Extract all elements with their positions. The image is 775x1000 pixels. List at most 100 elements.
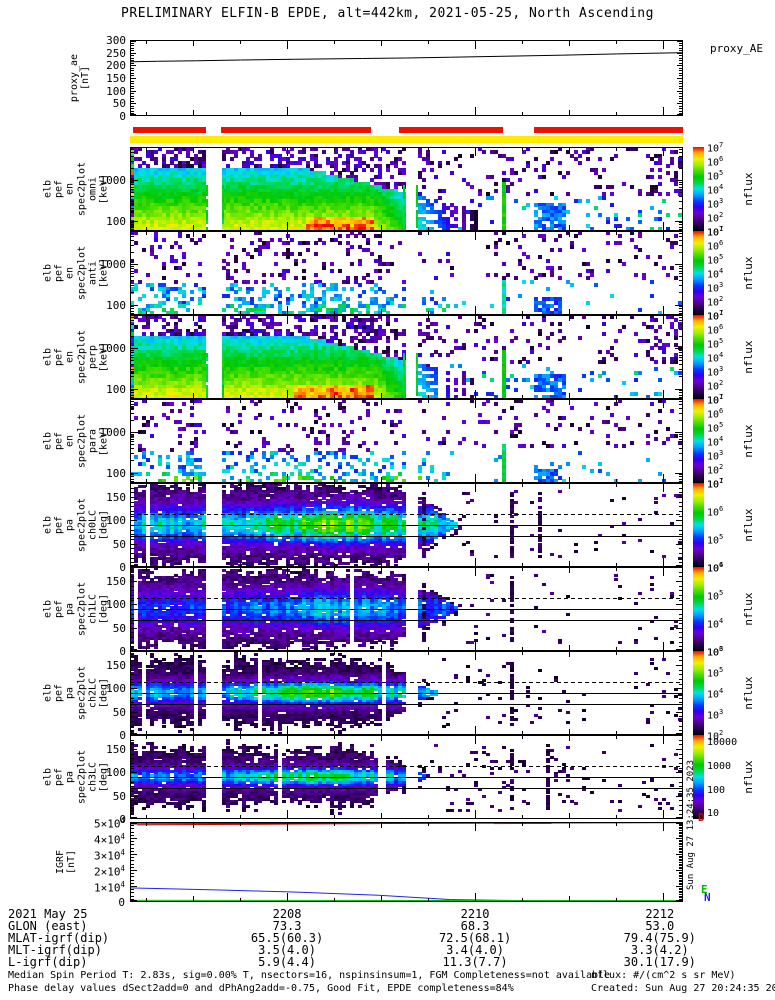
- ephemeris-value: 65.5(60.3): [250, 931, 324, 945]
- en_omni-ytick-label: 100: [106, 215, 126, 228]
- en_para-ytick-label: 100: [106, 467, 126, 480]
- science-zone-red-bar: [133, 127, 206, 133]
- ephemeris-value: 53.0: [645, 919, 675, 933]
- pa_ch3LC-ytick-label: 50: [112, 790, 126, 803]
- en_anti-ylabel: elb pef en spec2plot anti [keV]: [42, 245, 110, 301]
- colorbar-nflux-label-en_para: nflux: [741, 424, 755, 458]
- colorbar-tick-label: 101: [707, 225, 724, 239]
- pa_ch1LC-ytick-label: 100: [106, 598, 126, 611]
- colorbar-en_anti: [693, 231, 704, 315]
- colorbar-en_perp: [693, 315, 704, 399]
- colorbar-tick-label: 106: [707, 323, 724, 337]
- proxy-ae-ylabel: proxy_ae [nT]: [68, 53, 91, 103]
- igrf-ytick-label: 5×104: [93, 816, 125, 831]
- ephemeris-value: 72.5(68.1): [438, 931, 512, 945]
- colorbar-nflux-label-pa_ch0LC: nflux: [741, 508, 755, 542]
- ephemeris-row-label: GLON (east): [8, 919, 88, 933]
- colorbar-nflux-label-en_anti: nflux: [741, 256, 755, 290]
- colorbar-tick-label: 104: [707, 435, 724, 449]
- pa_ch2LC-ytick-label: 0: [119, 729, 126, 742]
- colorbar-tick-label: 106: [707, 407, 724, 421]
- footer-phase-delay-line: Phase delay values dSect2add=0 and dPhAn…: [8, 983, 514, 994]
- colorbar-tick-label: 106: [707, 645, 724, 659]
- en_perp-spectrogram-canvas: [130, 315, 683, 399]
- en_anti-ytick-label: 1000: [99, 258, 127, 271]
- proxy-ae-ytick-label: 200: [106, 59, 126, 72]
- ephemeris-value: 3.4(4.0): [446, 943, 504, 957]
- footer-created-timestamp: Created: Sun Aug 27 20:24:35 2023: [591, 983, 775, 994]
- colorbar-tick-label: 102: [707, 463, 724, 477]
- time-tick-label: 2210: [460, 907, 490, 921]
- colorbar-pa_ch3LC: [693, 735, 704, 819]
- en_perp-ytick-label: 1000: [99, 342, 127, 355]
- en_anti-ytick-label: 100: [106, 299, 126, 312]
- pa_ch0LC-ytick-label: 100: [106, 514, 126, 527]
- proxy-ae-ytick-label: 300: [106, 34, 126, 47]
- ephemeris-value: 68.3: [460, 919, 490, 933]
- pa_ch0LC-spectrogram-canvas: [130, 483, 683, 567]
- colorbar-nflux-label-pa_ch3LC: nflux: [741, 760, 755, 794]
- pa_ch3LC-ytick-label: 0: [119, 813, 126, 826]
- colorbar-nflux-label-pa_ch2LC: nflux: [741, 676, 755, 710]
- igrf-ytick-label: 4×104: [93, 832, 125, 847]
- igrf-ylabel: IGRF [nT]: [54, 849, 77, 875]
- ephemeris-value: 73.3: [272, 919, 302, 933]
- colorbar-tick-label: 105: [707, 169, 724, 183]
- igrf-ytick-label: 1×104: [93, 880, 125, 895]
- colorbar-nflux-label-en_perp: nflux: [741, 340, 755, 374]
- colorbar-tick-label: 106: [707, 505, 724, 519]
- en_perp-ytick-label: 100: [106, 383, 126, 396]
- colorbar-tick-label: 100: [707, 785, 726, 796]
- colorbar-tick-label: 101: [707, 309, 724, 323]
- proxy-ae-ytick-label: 250: [106, 47, 126, 60]
- colorbar-tick-label: 103: [707, 449, 724, 463]
- colorbar-tick-label: 107: [707, 309, 724, 323]
- pa_ch2LC-spectrogram-canvas: [130, 651, 683, 735]
- pa_ch3LC-spectrogram-canvas: [130, 735, 683, 819]
- igrf-legend-e: E: [701, 883, 708, 896]
- ephemeris-value: 79.4(75.9): [623, 931, 696, 945]
- plot-title: PRELIMINARY ELFIN-B EPDE, alt=442km, 202…: [121, 6, 654, 21]
- colorbar-tick-label: 104: [707, 617, 724, 631]
- colorbar-tick-label: 103: [707, 708, 724, 722]
- en_omni-ylabel: elb pef en spec2plot omni [keV]: [42, 161, 110, 217]
- science-zone-red-bar: [221, 127, 372, 133]
- pa_ch1LC-ytick-label: 0: [119, 645, 126, 658]
- colorbar-tick-label: 103: [707, 645, 724, 659]
- colorbar-tick-label: 102: [707, 729, 724, 743]
- colorbar-tick-label: 107: [707, 393, 724, 407]
- colorbar-tick-label: 107: [707, 141, 724, 155]
- igrf-legend-n: N: [704, 891, 711, 904]
- time-tick-label: 2212: [645, 907, 675, 921]
- ephemeris-value: 3.3(4.2): [630, 943, 689, 957]
- pa_ch2LC-ytick-label: 50: [112, 706, 126, 719]
- colorbar-tick-label: 102: [707, 211, 724, 225]
- pa_ch2LC-ytick-label: 150: [106, 659, 126, 672]
- colorbar-en_omni: [693, 147, 704, 231]
- pa_ch3LC-ytick-label: 100: [106, 766, 126, 779]
- proxy-ae-ytick-label: 0: [119, 110, 126, 123]
- pa_ch3LC-ytick-label: 150: [106, 743, 126, 756]
- colorbar-tick-label: 102: [707, 379, 724, 393]
- ephemeris-row-label: MLAT-igrf(dip): [8, 931, 110, 945]
- colorbar-pa_ch0LC: [693, 483, 704, 567]
- pa_ch0LC-ytick-label: 150: [106, 491, 126, 504]
- colorbar-pa_ch2LC: [693, 651, 704, 735]
- colorbar-tick-label: 104: [707, 687, 724, 701]
- ephemeris-value: 3.5(4.0): [258, 943, 316, 957]
- en_omni-ytick-label: 1000: [99, 174, 127, 187]
- en_para-ylabel: elb pef en spec2plot para [keV]: [42, 413, 110, 469]
- colorbar-tick-label: 101: [707, 393, 724, 407]
- footer-nflux-units: nflux: #/(cm^2 s sr MeV): [591, 970, 736, 981]
- colorbar-tick-label: 102: [707, 295, 724, 309]
- ephemeris-value: 5.9(4.4): [258, 955, 316, 969]
- igrf-canvas: [130, 822, 683, 902]
- colorbar-tick-label: 105: [707, 337, 724, 351]
- colorbar-tick-label: 104: [707, 561, 724, 575]
- pa_ch2LC-ytick-label: 100: [106, 682, 126, 695]
- time-tick-label: 2208: [272, 907, 302, 921]
- colorbar-tick-label: 107: [707, 477, 724, 491]
- pa_ch0LC-ytick-label: 50: [112, 538, 126, 551]
- data-coverage-yellow-bar: [130, 136, 683, 143]
